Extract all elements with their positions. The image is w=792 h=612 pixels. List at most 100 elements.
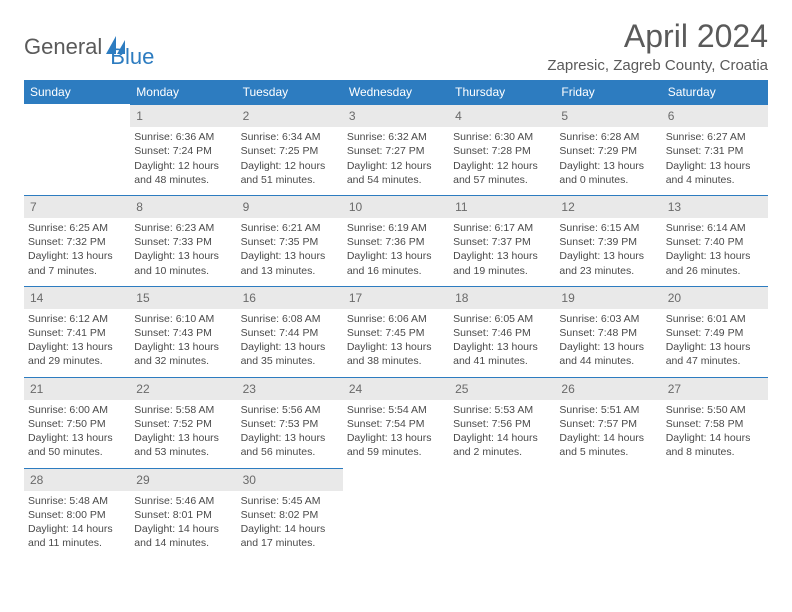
day-number: 17 xyxy=(343,286,449,309)
daylight-line-a: Daylight: 13 hours xyxy=(28,249,126,263)
weekday-header: Wednesday xyxy=(343,80,449,104)
daylight-line-b: and 47 minutes. xyxy=(666,354,764,368)
sunrise-line: Sunrise: 6:28 AM xyxy=(559,130,657,144)
day-details: Sunrise: 6:21 AMSunset: 7:35 PMDaylight:… xyxy=(237,218,343,286)
sunrise-line: Sunrise: 5:53 AM xyxy=(453,403,551,417)
daylight-line-b: and 8 minutes. xyxy=(666,445,764,459)
day-number: 28 xyxy=(24,468,130,491)
daylight-line-a: Daylight: 14 hours xyxy=(453,431,551,445)
daylight-line-a: Daylight: 13 hours xyxy=(666,340,764,354)
day-details: Sunrise: 6:01 AMSunset: 7:49 PMDaylight:… xyxy=(662,309,768,377)
day-number: 8 xyxy=(130,195,236,218)
sunrise-line: Sunrise: 6:17 AM xyxy=(453,221,551,235)
sunset-line: Sunset: 7:48 PM xyxy=(559,326,657,340)
sunrise-line: Sunrise: 5:48 AM xyxy=(28,494,126,508)
day-number: 7 xyxy=(24,195,130,218)
daylight-line-a: Daylight: 12 hours xyxy=(347,159,445,173)
sunrise-line: Sunrise: 5:45 AM xyxy=(241,494,339,508)
calendar-cell: 24Sunrise: 5:54 AMSunset: 7:54 PMDayligh… xyxy=(343,377,449,468)
calendar-cell: 12Sunrise: 6:15 AMSunset: 7:39 PMDayligh… xyxy=(555,195,661,286)
sunrise-line: Sunrise: 5:46 AM xyxy=(134,494,232,508)
daylight-line-a: Daylight: 13 hours xyxy=(241,340,339,354)
day-details: Sunrise: 6:08 AMSunset: 7:44 PMDaylight:… xyxy=(237,309,343,377)
daylight-line-b: and 50 minutes. xyxy=(28,445,126,459)
sunrise-line: Sunrise: 6:15 AM xyxy=(559,221,657,235)
daylight-line-b: and 14 minutes. xyxy=(134,536,232,550)
sunset-line: Sunset: 8:02 PM xyxy=(241,508,339,522)
sunset-line: Sunset: 7:24 PM xyxy=(134,144,232,158)
calendar-cell: 19 Sunrise: 6:03 AMSunset: 7:48 PMDayligh… xyxy=(555,286,661,377)
calendar-cell: 28 Sunrise: 5:48 AMSunset: 8:00 PMDayligh… xyxy=(24,468,130,559)
sunset-line: Sunset: 7:27 PM xyxy=(347,144,445,158)
calendar-body: 1Sunrise: 6:36 AMSunset: 7:24 PMDaylight… xyxy=(24,104,768,558)
day-number: 9 xyxy=(237,195,343,218)
calendar-cell: 9Sunrise: 6:21 AMSunset: 7:35 PMDaylight… xyxy=(237,195,343,286)
header: General Blue April 2024 Zapresic, Zagreb… xyxy=(24,18,768,74)
day-details: Sunrise: 6:27 AMSunset: 7:31 PMDaylight:… xyxy=(662,127,768,195)
sunrise-line: Sunrise: 6:23 AM xyxy=(134,221,232,235)
day-details: Sunrise: 6:17 AMSunset: 7:37 PMDaylight:… xyxy=(449,218,555,286)
sunrise-line: Sunrise: 5:51 AM xyxy=(559,403,657,417)
calendar-cell: 23Sunrise: 5:56 AMSunset: 7:53 PMDayligh… xyxy=(237,377,343,468)
day-details: Sunrise: 5:58 AMSunset: 7:52 PMDaylight:… xyxy=(130,400,236,468)
daylight-line-a: Daylight: 13 hours xyxy=(28,340,126,354)
daylight-line-b: and 23 minutes. xyxy=(559,264,657,278)
day-number: 14 xyxy=(24,286,130,309)
daylight-line-a: Daylight: 13 hours xyxy=(559,340,657,354)
sunrise-line: Sunrise: 6:21 AM xyxy=(241,221,339,235)
sunset-line: Sunset: 7:49 PM xyxy=(666,326,764,340)
day-number: 10 xyxy=(343,195,449,218)
sunrise-line: Sunrise: 6:08 AM xyxy=(241,312,339,326)
calendar-cell: 3Sunrise: 6:32 AMSunset: 7:27 PMDaylight… xyxy=(343,104,449,195)
calendar-cell: 27Sunrise: 5:50 AMSunset: 7:58 PMDayligh… xyxy=(662,377,768,468)
daylight-line-b: and 17 minutes. xyxy=(241,536,339,550)
sunrise-line: Sunrise: 6:03 AM xyxy=(559,312,657,326)
day-number: 22 xyxy=(130,377,236,400)
sunrise-line: Sunrise: 6:05 AM xyxy=(453,312,551,326)
sunset-line: Sunset: 7:56 PM xyxy=(453,417,551,431)
weekday-header: Monday xyxy=(130,80,236,104)
calendar-cell: 7Sunrise: 6:25 AMSunset: 7:32 PMDaylight… xyxy=(24,195,130,286)
title-block: April 2024 Zapresic, Zagreb County, Croa… xyxy=(547,18,768,74)
daylight-line-b: and 29 minutes. xyxy=(28,354,126,368)
sunset-line: Sunset: 7:46 PM xyxy=(453,326,551,340)
daylight-line-b: and 35 minutes. xyxy=(241,354,339,368)
daylight-line-b: and 48 minutes. xyxy=(134,173,232,187)
daylight-line-a: Daylight: 14 hours xyxy=(559,431,657,445)
calendar-cell: 4Sunrise: 6:30 AMSunset: 7:28 PMDaylight… xyxy=(449,104,555,195)
day-details: Sunrise: 6:25 AMSunset: 7:32 PMDaylight:… xyxy=(24,218,130,286)
daylight-line-a: Daylight: 14 hours xyxy=(28,522,126,536)
sunset-line: Sunset: 7:58 PM xyxy=(666,417,764,431)
day-number: 24 xyxy=(343,377,449,400)
sunset-line: Sunset: 7:41 PM xyxy=(28,326,126,340)
day-number: 6 xyxy=(662,104,768,127)
calendar-cell: 10Sunrise: 6:19 AMSunset: 7:36 PMDayligh… xyxy=(343,195,449,286)
daylight-line-a: Daylight: 13 hours xyxy=(666,159,764,173)
day-number: 18 xyxy=(449,286,555,309)
sunrise-line: Sunrise: 6:19 AM xyxy=(347,221,445,235)
daylight-line-b: and 51 minutes. xyxy=(241,173,339,187)
calendar-cell: 2Sunrise: 6:34 AMSunset: 7:25 PMDaylight… xyxy=(237,104,343,195)
sunset-line: Sunset: 7:53 PM xyxy=(241,417,339,431)
sunrise-line: Sunrise: 6:25 AM xyxy=(28,221,126,235)
sunset-line: Sunset: 7:45 PM xyxy=(347,326,445,340)
sunset-line: Sunset: 7:37 PM xyxy=(453,235,551,249)
sunset-line: Sunset: 8:00 PM xyxy=(28,508,126,522)
day-details: Sunrise: 6:32 AMSunset: 7:27 PMDaylight:… xyxy=(343,127,449,195)
calendar-cell: 25Sunrise: 5:53 AMSunset: 7:56 PMDayligh… xyxy=(449,377,555,468)
daylight-line-b: and 10 minutes. xyxy=(134,264,232,278)
day-details: Sunrise: 6:10 AMSunset: 7:43 PMDaylight:… xyxy=(130,309,236,377)
daylight-line-a: Daylight: 14 hours xyxy=(666,431,764,445)
calendar-cell xyxy=(555,468,661,559)
day-details: Sunrise: 6:30 AMSunset: 7:28 PMDaylight:… xyxy=(449,127,555,195)
day-details: Sunrise: 6:28 AMSunset: 7:29 PMDaylight:… xyxy=(555,127,661,195)
day-details: Sunrise: 6:19 AMSunset: 7:36 PMDaylight:… xyxy=(343,218,449,286)
sunrise-line: Sunrise: 5:50 AM xyxy=(666,403,764,417)
page-title: April 2024 xyxy=(547,18,768,55)
sunrise-line: Sunrise: 6:36 AM xyxy=(134,130,232,144)
daylight-line-b: and 13 minutes. xyxy=(241,264,339,278)
sunset-line: Sunset: 7:25 PM xyxy=(241,144,339,158)
day-number: 19 xyxy=(555,286,661,309)
calendar-cell: 15Sunrise: 6:10 AMSunset: 7:43 PMDayligh… xyxy=(130,286,236,377)
daylight-line-b: and 56 minutes. xyxy=(241,445,339,459)
